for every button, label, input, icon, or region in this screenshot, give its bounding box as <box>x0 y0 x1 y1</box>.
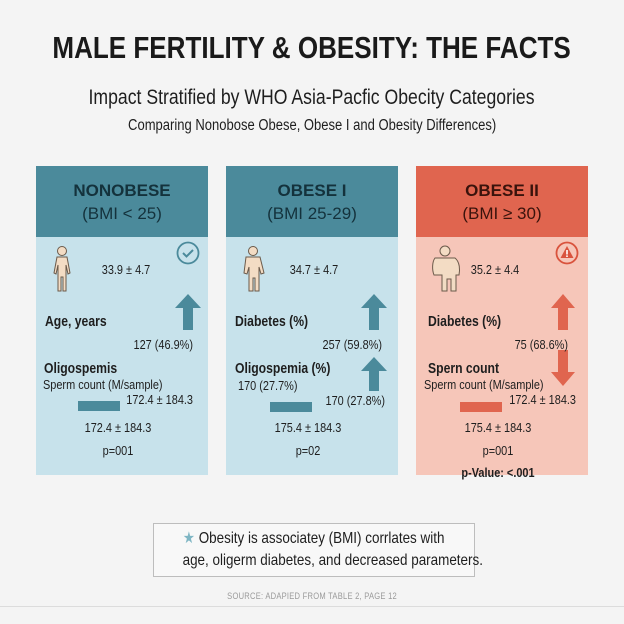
p-value: p=02 <box>295 443 321 458</box>
arrow-up-icon <box>361 357 387 391</box>
age-value: 34.7 ± 4.7 <box>289 262 339 277</box>
subtitle-secondary: Comparing Nonobose Obese, Obese I and Ob… <box>127 117 497 134</box>
panel-title: OBESE II <box>465 180 539 200</box>
age-value: 33.9 ± 4.7 <box>101 262 151 277</box>
row-value: 170 (27.8%) <box>325 393 385 408</box>
body-figure-icon <box>243 246 265 292</box>
row-label: Spern count <box>428 361 500 377</box>
page-title: MALE FERTILITY & OBESITY: THE FACTS <box>52 30 572 65</box>
row-value: 175.4 ± 184.3 <box>274 420 342 435</box>
panel-header: NONOBESE (BMI < 25) <box>36 166 208 237</box>
body-figure-icon <box>53 246 71 292</box>
row-sublabel: 170 (27.7%) <box>238 378 298 393</box>
row-label: Oligospemis <box>44 361 118 377</box>
sperm-count-bar <box>270 402 312 412</box>
p-value: p=001 <box>482 443 514 458</box>
panel-title: OBESE I <box>277 180 347 200</box>
row-sublabel: Sperm count (M/sample) <box>43 377 163 392</box>
arrow-up-icon <box>175 294 201 330</box>
row-value: 127 (46.9%) <box>133 337 193 352</box>
row-value: 75 (68.6%) <box>514 337 568 352</box>
summary-box: ★ Obesity is associatey (BMI) corrlates … <box>153 523 483 577</box>
summary-line: age, oligerm diabetes, and decreased par… <box>182 552 483 569</box>
panel-header: OBESE II (BMI ≥ 30) <box>416 166 588 237</box>
row-value: 172.4 ± 184.3 <box>509 392 576 407</box>
row-label: Diabetes (%) <box>428 314 502 330</box>
subtitle: Impact Stratified by WHO Asia-Pacfic Obe… <box>88 86 536 109</box>
bmi-range: (BMI ≥ 30) <box>462 203 542 223</box>
check-circle-icon <box>176 241 200 265</box>
divider <box>0 606 624 607</box>
age-value: 35.2 ± 4.4 <box>470 262 520 277</box>
bmi-range: (BMI 25-29) <box>267 203 357 223</box>
panel-nonobese: NONOBESE (BMI < 25) <box>36 166 208 475</box>
panel-header: OBESE I (BMI 25-29) <box>226 166 398 237</box>
panel-title: NONOBESE <box>73 180 171 200</box>
warning-icon <box>555 241 579 265</box>
star-icon: ★ <box>183 530 200 547</box>
p-value: p=001 <box>102 443 134 458</box>
row-label: Diabetes (%) <box>235 314 309 330</box>
row-sublabel: Sperm count (M/sample) <box>424 377 544 392</box>
bmi-range: (BMI < 25) <box>82 203 162 223</box>
sperm-count-bar <box>78 401 120 411</box>
row-value: 172.4 ± 184.3 <box>126 392 193 407</box>
row-value: 257 (59.8%) <box>322 337 382 352</box>
sperm-count-bar <box>460 402 502 412</box>
p-value-summary: p-Value: <.001 <box>461 465 535 480</box>
summary-line: ★ Obesity is associatey (BMI) corrlates … <box>183 530 445 547</box>
row-value: 172.4 ± 184.3 <box>84 420 152 435</box>
body-figure-icon <box>432 245 460 292</box>
arrow-up-icon <box>361 294 387 330</box>
row-label: Age, years <box>45 314 107 330</box>
arrow-down-icon <box>551 350 575 386</box>
arrow-up-icon <box>551 294 575 330</box>
row-label: Oligospemia (%) <box>235 361 331 377</box>
source-note: SOURCE: ADAPIED FROM TABLE 2, PAGE 12 <box>227 591 397 601</box>
row-value: 175.4 ± 184.3 <box>464 420 532 435</box>
